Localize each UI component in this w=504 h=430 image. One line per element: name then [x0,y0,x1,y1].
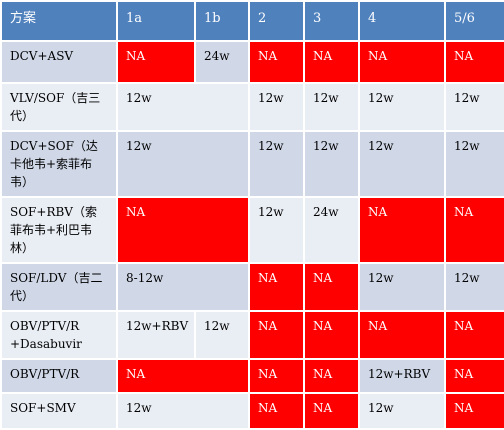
cell-3: 24w [305,198,358,262]
table-row: SOF+RBV（索菲布韦+利巴韦林） NA 12w 24w NA NA [2,198,504,262]
row-label: SOF/LDV（吉二代） [2,264,116,310]
header-row: 方案 1a 1b 2 3 4 5/6 [2,2,504,40]
cell-1a-1b: 12w [118,84,248,130]
row-label: DCV+SOF（达卡他韦+索菲布韦） [2,132,116,196]
cell-3: NA [305,394,358,428]
cell-1a-1b: NA [118,360,248,392]
cell-2: NA [250,394,303,428]
cell-3: 12w [305,84,358,130]
cell-5-6: NA [446,312,504,358]
table-row: SOF/LDV（吉二代） 8-12w NA NA 12w 12w [2,264,504,310]
cell-1a-1b: NA [118,198,248,262]
cell-1a-1b: 12w [118,132,248,196]
cell-2: 12w [250,84,303,130]
header-1b: 1b [196,2,248,40]
cell-2: NA [250,264,303,310]
cell-4: NA [360,312,444,358]
cell-1a: 12w+RBV [118,312,194,358]
cell-3: NA [305,360,358,392]
cell-5-6: NA [446,360,504,392]
cell-3: NA [305,42,358,82]
cell-4: 12w [360,394,444,428]
cell-5-6: 12w [446,264,504,310]
table-row: OBV/PTV/R +Dasabuvir 12w+RBV 12w NA NA N… [2,312,504,358]
cell-5-6: NA [446,394,504,428]
cell-5-6: 12w [446,132,504,196]
table-row: DCV+SOF（达卡他韦+索菲布韦） 12w 12w 12w 12w 12w [2,132,504,196]
table-row: SOF+SMV 12w NA NA 12w NA [2,394,504,428]
cell-5-6: 12w [446,84,504,130]
cell-4: NA [360,198,444,262]
cell-1b: 12w [196,312,248,358]
header-3: 3 [305,2,358,40]
table-row: OBV/PTV/R NA NA NA 12w+RBV NA [2,360,504,392]
cell-2: NA [250,312,303,358]
cell-3: NA [305,264,358,310]
table-row: DCV+ASV NA 24w NA NA NA NA [2,42,504,82]
row-label: VLV/SOF（吉三代） [2,84,116,130]
cell-4: 12w [360,264,444,310]
cell-2: 12w [250,132,303,196]
row-label: SOF+SMV [2,394,116,428]
row-label: OBV/PTV/R +Dasabuvir [2,312,116,358]
cell-1a-1b: 12w [118,394,248,428]
cell-2: NA [250,360,303,392]
header-1a: 1a [118,2,194,40]
cell-4: 12w [360,132,444,196]
cell-3: 12w [305,132,358,196]
cell-1b: 24w [196,42,248,82]
cell-1a: NA [118,42,194,82]
header-regimen: 方案 [2,2,116,40]
cell-5-6: NA [446,198,504,262]
row-label: OBV/PTV/R [2,360,116,392]
cell-1a-1b: 8-12w [118,264,248,310]
table-row: VLV/SOF（吉三代） 12w 12w 12w 12w 12w [2,84,504,130]
header-4: 4 [360,2,444,40]
cell-4: NA [360,42,444,82]
cell-3: NA [305,312,358,358]
cell-2: 12w [250,198,303,262]
row-label: DCV+ASV [2,42,116,82]
header-2: 2 [250,2,303,40]
header-5-6: 5/6 [446,2,504,40]
cell-4: 12w+RBV [360,360,444,392]
cell-5-6: NA [446,42,504,82]
cell-2: NA [250,42,303,82]
cell-4: 12w [360,84,444,130]
row-label: SOF+RBV（索菲布韦+利巴韦林） [2,198,116,262]
